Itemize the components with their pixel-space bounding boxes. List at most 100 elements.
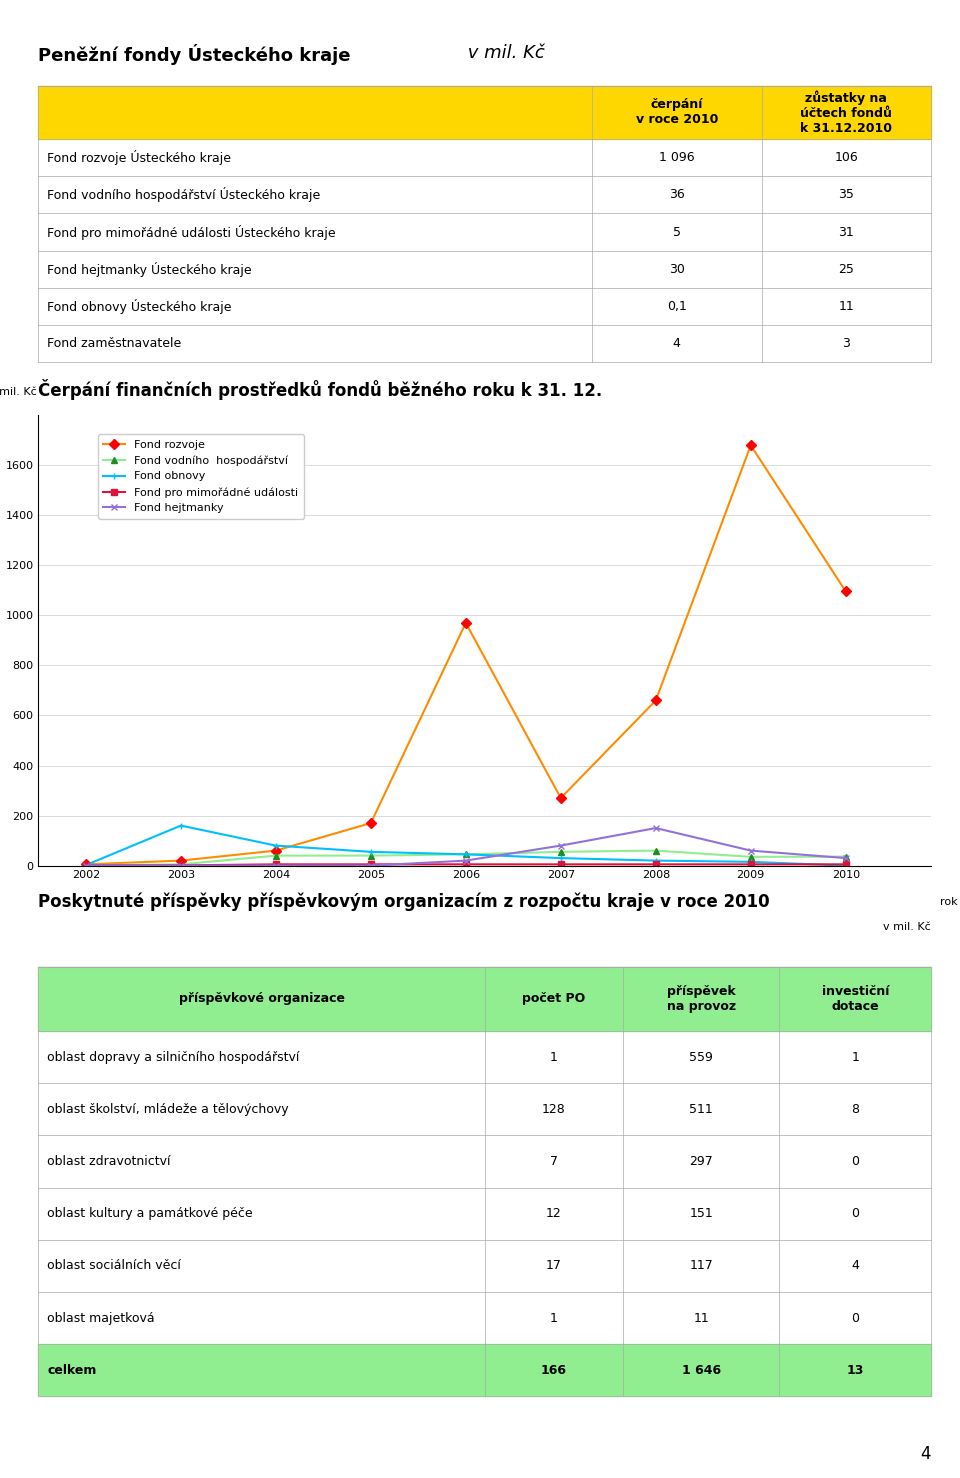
Text: Fond rozvoje Ústeckého kraje: Fond rozvoje Ústeckého kraje [47, 151, 231, 166]
Text: 1 096: 1 096 [659, 151, 695, 164]
Fond obnovy [80, 856, 91, 873]
Text: 151: 151 [689, 1208, 713, 1221]
Fond obnovy [555, 850, 566, 868]
Text: Fond hejtmanky Ústeckého kraje: Fond hejtmanky Ústeckého kraje [47, 262, 252, 276]
Bar [38, 1240, 931, 1292]
Fond pro mimořádné události [460, 856, 471, 873]
Fond obnovy [175, 817, 186, 835]
Text: Peněžní fondy Ústeckého kraje: Peněžní fondy Ústeckého kraje [38, 44, 351, 65]
Fond hejtmanky [80, 857, 91, 875]
Fond pro mimořádné události [365, 856, 376, 873]
Text: oblast kultury a památkové péče: oblast kultury a památkové péče [47, 1208, 252, 1221]
Bar [38, 86, 931, 139]
Text: oblast zdravotnictví: oblast zdravotnictví [47, 1156, 171, 1168]
Text: 36: 36 [669, 188, 684, 201]
Text: oblast majetková: oblast majetková [47, 1311, 155, 1324]
Text: 8: 8 [852, 1103, 859, 1116]
Text: 511: 511 [689, 1103, 713, 1116]
Fond pro mimořádné události [270, 856, 281, 873]
Fond vodního  hospodářství [650, 842, 661, 860]
Text: 13: 13 [847, 1364, 864, 1376]
Bar [38, 1032, 931, 1083]
Text: 4: 4 [673, 337, 681, 350]
Text: 1: 1 [550, 1311, 558, 1324]
Text: Fond vodního hospodářství Ústeckého kraje: Fond vodního hospodářství Ústeckého kraj… [47, 188, 321, 202]
Text: 559: 559 [689, 1051, 713, 1064]
Fond obnovy [840, 857, 852, 875]
Bar [38, 288, 931, 325]
Fond hejtmanky [745, 842, 756, 860]
Text: 25: 25 [838, 263, 854, 276]
Fond rozvoje [365, 814, 376, 832]
Fond rozvoje [460, 613, 471, 631]
Fond pro mimořádné události [555, 856, 566, 873]
Fond obnovy [745, 853, 756, 871]
Bar [38, 1292, 931, 1344]
Text: 297: 297 [689, 1156, 713, 1168]
Fond rozvoje [270, 842, 281, 860]
Text: příspěvek
na provoz: příspěvek na provoz [667, 984, 736, 1012]
Bar [38, 1188, 931, 1240]
Text: 3: 3 [843, 337, 851, 350]
Fond rozvoje [650, 692, 661, 709]
Bar [38, 251, 931, 288]
Fond hejtmanky [365, 857, 376, 875]
Bar [38, 1083, 931, 1135]
Fond vodního  hospodářství [555, 842, 566, 860]
Bar [38, 1344, 931, 1397]
Fond hejtmanky [460, 851, 471, 869]
Line: Fond vodního  hospodářství: Fond vodního hospodářství [83, 847, 850, 869]
Text: 117: 117 [689, 1259, 713, 1273]
Text: zůstatky na
účtech fondů
k 31.12.2010: zůstatky na účtech fondů k 31.12.2010 [801, 90, 893, 134]
Text: 7: 7 [550, 1156, 558, 1168]
Fond pro mimořádné události [175, 856, 186, 873]
Fond hejtmanky [270, 857, 281, 875]
Fond hejtmanky [650, 819, 661, 837]
Text: 0: 0 [852, 1156, 859, 1168]
Bar [38, 325, 931, 362]
Bar [38, 967, 931, 1032]
Fond hejtmanky [175, 857, 186, 875]
Text: Fond zaměstnavatele: Fond zaměstnavatele [47, 337, 181, 350]
Bar [38, 1135, 931, 1188]
Fond rozvoje [175, 851, 186, 869]
Text: 35: 35 [838, 188, 854, 201]
Text: v mil. Kč: v mil. Kč [883, 922, 931, 931]
Text: v mil. Kč: v mil. Kč [463, 44, 545, 62]
Text: 12: 12 [546, 1208, 562, 1221]
Fond vodního  hospodářství [270, 847, 281, 865]
Text: celkem: celkem [47, 1364, 97, 1376]
Text: 0: 0 [852, 1311, 859, 1324]
Fond hejtmanky [840, 850, 852, 868]
Fond vodního  hospodářství [80, 856, 91, 873]
Text: 11: 11 [838, 300, 854, 313]
Line: Fond hejtmanky: Fond hejtmanky [83, 825, 850, 869]
Text: 4: 4 [921, 1445, 931, 1463]
Fond vodního  hospodářství [745, 848, 756, 866]
Line: Fond obnovy: Fond obnovy [83, 822, 850, 869]
Text: 4: 4 [852, 1259, 859, 1273]
Fond rozvoje [80, 856, 91, 873]
Text: 0: 0 [852, 1208, 859, 1221]
Text: 1: 1 [550, 1051, 558, 1064]
Fond rozvoje [745, 436, 756, 454]
Text: Fond pro mimořádné události Ústeckého kraje: Fond pro mimořádné události Ústeckého kr… [47, 225, 336, 239]
Fond vodního  hospodářství [175, 856, 186, 873]
Text: Čerpání finančních prostředků fondů běžného roku k 31. 12.: Čerpání finančních prostředků fondů běžn… [38, 380, 603, 401]
Text: příspěvkové organizace: příspěvkové organizace [179, 992, 345, 1005]
Text: v mil. Kč: v mil. Kč [0, 387, 37, 398]
Legend: Fond rozvoje, Fond vodního  hospodářství, Fond obnovy, Fond pro mimořádné událos: Fond rozvoje, Fond vodního hospodářství,… [98, 435, 304, 519]
Line: Fond pro mimořádné události: Fond pro mimořádné události [83, 860, 850, 869]
Fond vodního  hospodářství [460, 845, 471, 863]
Text: oblast sociálních věcí: oblast sociálních věcí [47, 1259, 181, 1273]
Text: 5: 5 [673, 226, 681, 238]
Bar [38, 139, 931, 176]
Text: čerpání
v roce 2010: čerpání v roce 2010 [636, 99, 718, 126]
Fond obnovy [365, 842, 376, 860]
Text: 30: 30 [669, 263, 684, 276]
Text: Fond obnovy Ústeckého kraje: Fond obnovy Ústeckého kraje [47, 299, 231, 313]
Line: Fond rozvoje: Fond rozvoje [83, 442, 850, 868]
Fond obnovy [650, 851, 661, 869]
Bar [38, 176, 931, 213]
Fond rozvoje [840, 582, 852, 600]
